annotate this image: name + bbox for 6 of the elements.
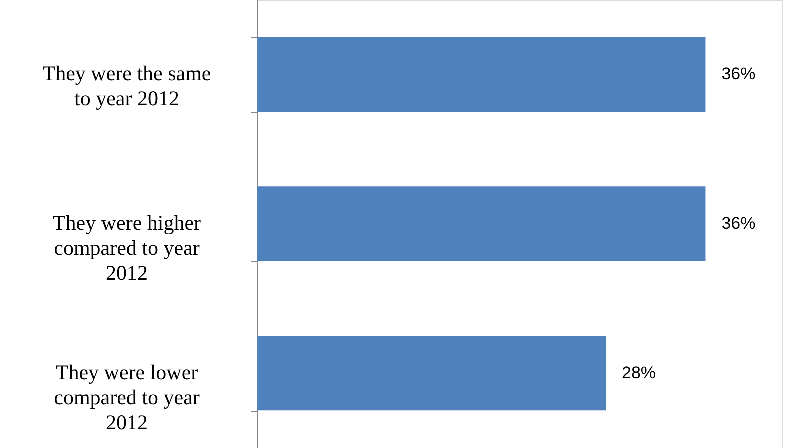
data-label: 36% xyxy=(722,214,756,233)
data-label: 36% xyxy=(722,64,756,84)
y-tick-label: They were the same to year 2012 xyxy=(42,62,212,111)
data-label: 28% xyxy=(622,363,656,382)
y-tick-label: They were higher compared to year 2012 xyxy=(52,211,202,285)
y-tick-label: They were lower compared to year 2012 xyxy=(54,360,200,434)
